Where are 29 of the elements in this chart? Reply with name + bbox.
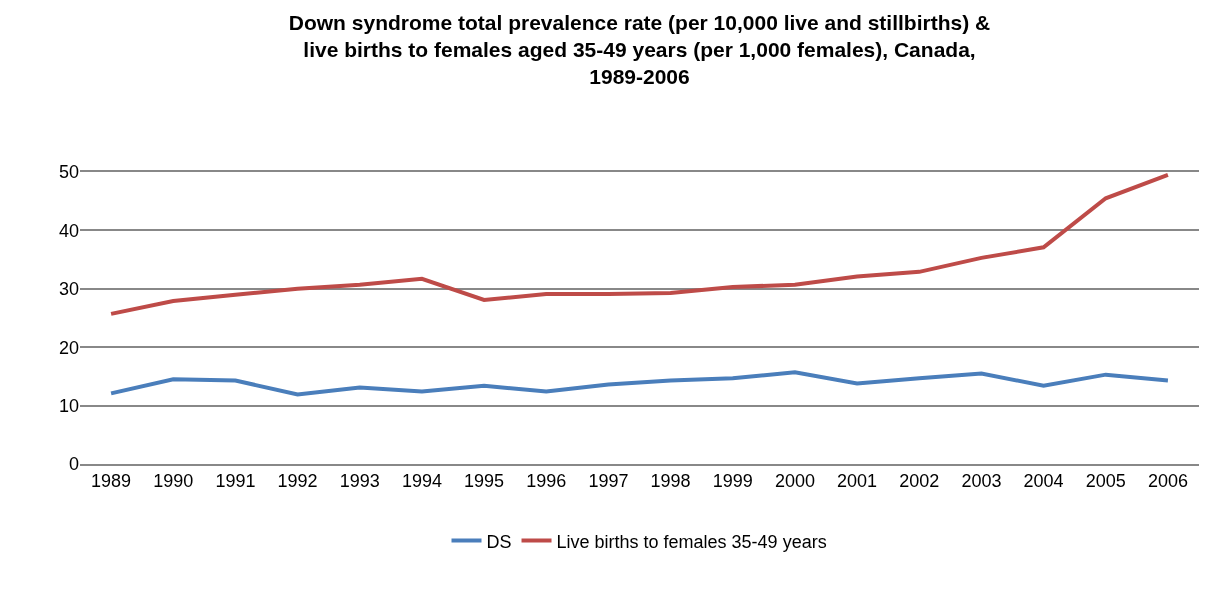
x-tick-label: 1995 bbox=[464, 471, 505, 492]
x-tick-label: 1994 bbox=[401, 471, 442, 492]
chart-title: Down syndrome total prevalence rate (per 10,000 live and stillbirths) & live births to females aged 35-49 years (per 1,000 females), Canada, 1989-2006 bbox=[288, 10, 991, 89]
y-tick-label: 50 bbox=[58, 162, 79, 183]
legend-label: DS bbox=[486, 531, 512, 552]
x-tick-label: 1992 bbox=[277, 471, 318, 492]
x-tick-label: 2006 bbox=[1147, 471, 1188, 492]
y-tick-label: 10 bbox=[58, 395, 79, 416]
x-tick-label: 2000 bbox=[774, 471, 815, 492]
y-tick-label: 40 bbox=[58, 220, 79, 241]
y-tick-label: 30 bbox=[58, 279, 79, 300]
x-tick-label: 1996 bbox=[526, 471, 567, 492]
x-tick-label: 1997 bbox=[588, 471, 629, 492]
y-tick-label: 0 bbox=[68, 454, 79, 475]
x-tick-label: 1993 bbox=[339, 471, 380, 492]
x-tick-label: 1991 bbox=[215, 471, 256, 492]
x-tick-label: 2004 bbox=[1023, 471, 1064, 492]
x-tick-label: 2002 bbox=[899, 471, 940, 492]
legend-label: Live births to females 35-49 years bbox=[556, 531, 827, 552]
line-series bbox=[109, 370, 1170, 397]
y-tick-label: 20 bbox=[58, 337, 79, 358]
line-series bbox=[109, 172, 1170, 316]
x-tick-label: 2003 bbox=[961, 471, 1002, 492]
x-tick-label: 2005 bbox=[1085, 471, 1126, 492]
x-tick-label: 1989 bbox=[91, 471, 132, 492]
x-tick-label: 1998 bbox=[650, 471, 691, 492]
x-tick-label: 1990 bbox=[153, 471, 194, 492]
x-tick-label: 2001 bbox=[837, 471, 878, 492]
x-tick-label: 1999 bbox=[712, 471, 753, 492]
